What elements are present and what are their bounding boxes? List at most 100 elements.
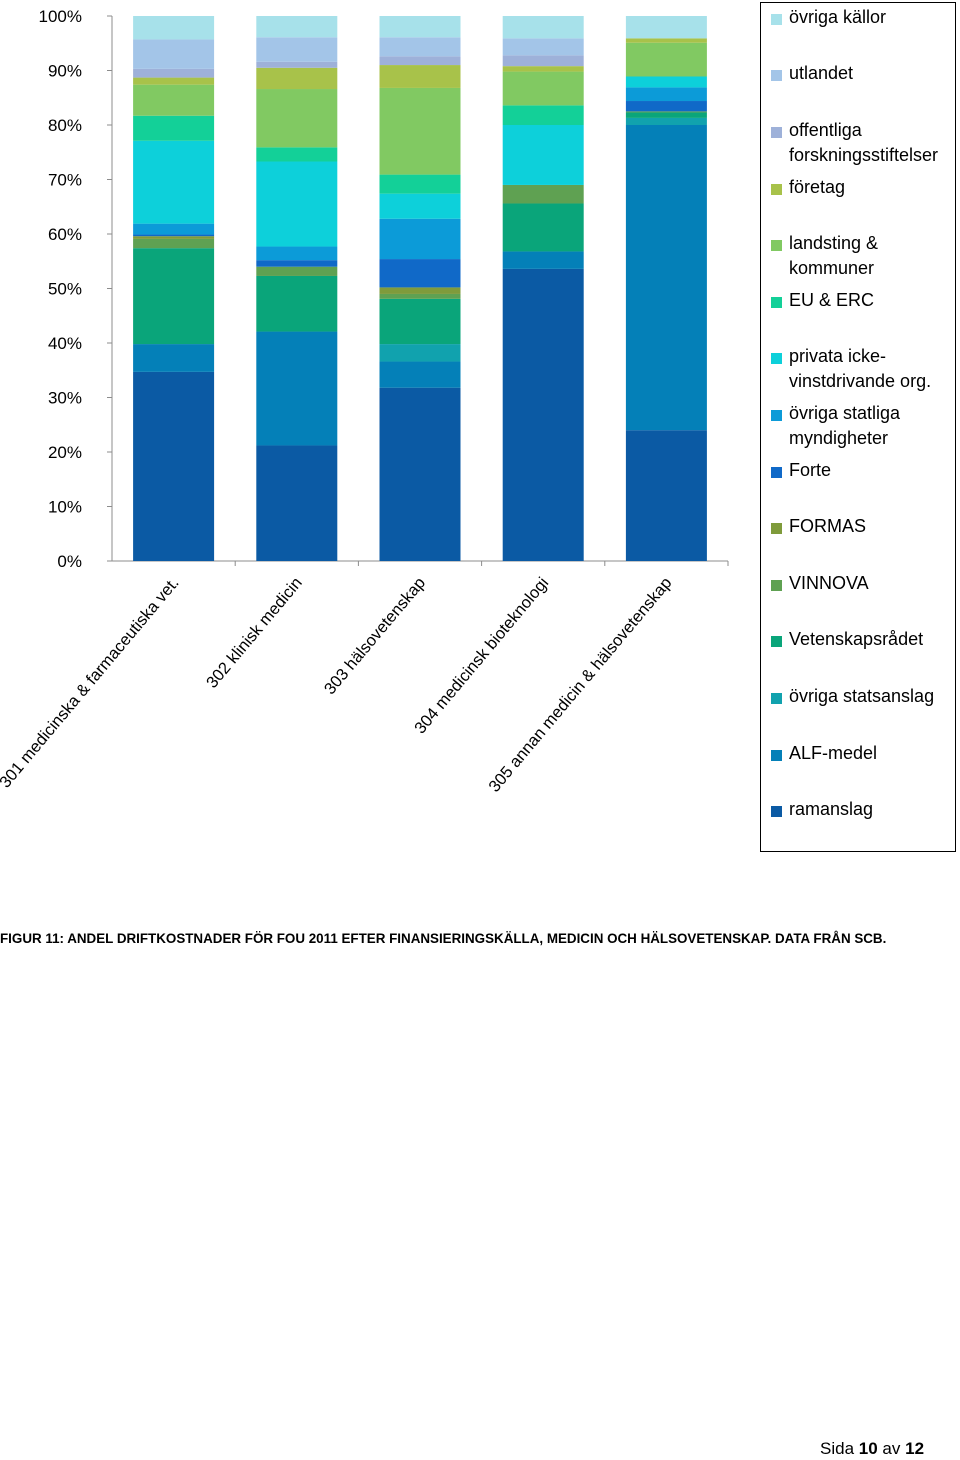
bar-segment	[256, 61, 338, 68]
legend-label-line: övriga källor	[789, 7, 887, 27]
bar-segment	[502, 251, 584, 269]
y-tick-label: 100%	[39, 7, 82, 26]
bar-segment	[625, 38, 707, 43]
bar-segment	[256, 89, 338, 148]
bar-segment	[379, 193, 461, 219]
legend-swatch	[771, 127, 782, 138]
legend-label-line: landsting &	[789, 233, 879, 253]
bar-segment	[625, 430, 707, 561]
bar-segment	[133, 84, 215, 116]
bar-segment	[379, 16, 461, 38]
legend-label-line: övriga statsanslag	[789, 686, 935, 706]
bar-segment	[502, 71, 584, 106]
bar-segment	[379, 344, 461, 362]
bar-segment	[379, 259, 461, 288]
bar-segment	[256, 260, 338, 267]
legend-label: VINNOVA	[789, 571, 957, 596]
page-footer: Sida 10 av 12	[820, 1439, 924, 1459]
legend-label: ALF-medel	[789, 741, 957, 766]
x-category-label: 304 medicinsk bioteknologi	[411, 574, 552, 737]
bar-segment	[379, 65, 461, 88]
footer-current-page: 10	[858, 1439, 878, 1458]
bar-segment	[379, 287, 461, 294]
legend-swatch	[771, 184, 782, 195]
bar-segment	[133, 77, 215, 85]
bar-segment	[379, 87, 461, 175]
bar-segment	[133, 238, 215, 249]
footer-prefix: Sida	[820, 1439, 855, 1458]
legend-label-line: EU & ERC	[789, 290, 875, 310]
legend-swatch	[771, 14, 782, 25]
bar-segment	[502, 184, 584, 204]
bar-segment	[133, 371, 215, 561]
legend-label-line: vinstdrivande org.	[789, 371, 932, 391]
legend-label: Forte	[789, 458, 957, 483]
bar-segment	[379, 218, 461, 260]
legend-label: EU & ERC	[789, 288, 957, 313]
legend-swatch	[771, 70, 782, 81]
x-category-label: 303 hälsovetenskap	[321, 574, 429, 698]
stacked-bar-chart: 0% 10% 20% 30% 40% 50% 60% 70% 80% 90% 100% 301 med…	[0, 7, 729, 796]
legend-swatch	[771, 467, 782, 478]
bar-segment	[133, 39, 215, 69]
bar-segment	[256, 246, 338, 261]
bar-segment	[502, 55, 584, 67]
bar-segment	[502, 125, 584, 185]
legend-label-line: VINNOVA	[789, 573, 869, 593]
legend-label-line: övriga statliga	[789, 403, 901, 423]
bar-segment	[133, 236, 215, 239]
x-category-label: 302 klinisk medicin	[203, 574, 306, 692]
bar-segment	[379, 361, 461, 388]
footer-middle: av	[882, 1439, 901, 1458]
bar-segment	[256, 37, 338, 62]
legend: övriga källor utlandet offentliga forskning…	[760, 2, 956, 852]
bar-segment	[133, 344, 215, 372]
figure-caption: FIGUR 11: ANDEL DRIFTKOSTNADER FÖR FOU 2…	[0, 931, 887, 946]
y-tick-label: 60%	[48, 225, 82, 244]
legend-label: FORMAS	[789, 514, 957, 539]
bar-segment	[379, 293, 461, 299]
bar-segment	[256, 445, 338, 561]
legend-label: företag	[789, 175, 957, 200]
bar-segment	[133, 16, 215, 40]
chart-area: 0% 10% 20% 30% 40% 50% 60% 70% 80% 90% 100% 301 med…	[0, 0, 760, 860]
bar-segment	[625, 112, 707, 118]
bar-segment	[502, 268, 584, 561]
y-tick-label: 80%	[48, 116, 82, 135]
bar-segment	[625, 125, 707, 431]
bar-segment	[379, 387, 461, 561]
legend-swatch	[771, 240, 782, 251]
legend-label-line: forskningsstiftelser	[789, 145, 939, 165]
y-tick-label: 10%	[48, 498, 82, 517]
y-tick-label: 90%	[48, 62, 82, 81]
legend-label-line: offentliga	[789, 120, 862, 140]
bar-segment	[256, 147, 338, 162]
y-tick-label: 40%	[48, 334, 82, 353]
legend-label-line: privata icke-	[789, 346, 887, 366]
legend-swatch	[771, 636, 782, 647]
legend-label: ramanslag	[789, 797, 957, 822]
bar-segment	[133, 115, 215, 141]
legend-swatch	[771, 353, 782, 364]
bar-segment	[502, 105, 584, 125]
legend-label: offentliga forskningsstiftelser	[789, 118, 957, 168]
bar-segment	[379, 174, 461, 194]
legend-label-line: myndigheter	[789, 428, 889, 448]
legend-label: landsting & kommuner	[789, 231, 957, 281]
legend-label: övriga statliga myndigheter	[789, 401, 957, 451]
bar-segment	[502, 38, 584, 56]
bar-segment	[256, 331, 338, 446]
footer-total-pages: 12	[905, 1439, 925, 1458]
bar-segment	[256, 266, 338, 276]
legend-label-line: FORMAS	[789, 516, 867, 536]
y-tick-label: 70%	[48, 171, 82, 190]
bar-segment	[256, 275, 338, 332]
x-category-label: 301 medicinska & farmaceutiska vet.	[0, 574, 183, 791]
bar-segment	[502, 203, 584, 252]
bar-segment	[625, 76, 707, 88]
bar-segment	[256, 161, 338, 247]
y-tick-label: 50%	[48, 280, 82, 299]
bar-segment	[625, 42, 707, 77]
y-tick-label: 0%	[57, 552, 82, 571]
bar-segment	[625, 101, 707, 112]
